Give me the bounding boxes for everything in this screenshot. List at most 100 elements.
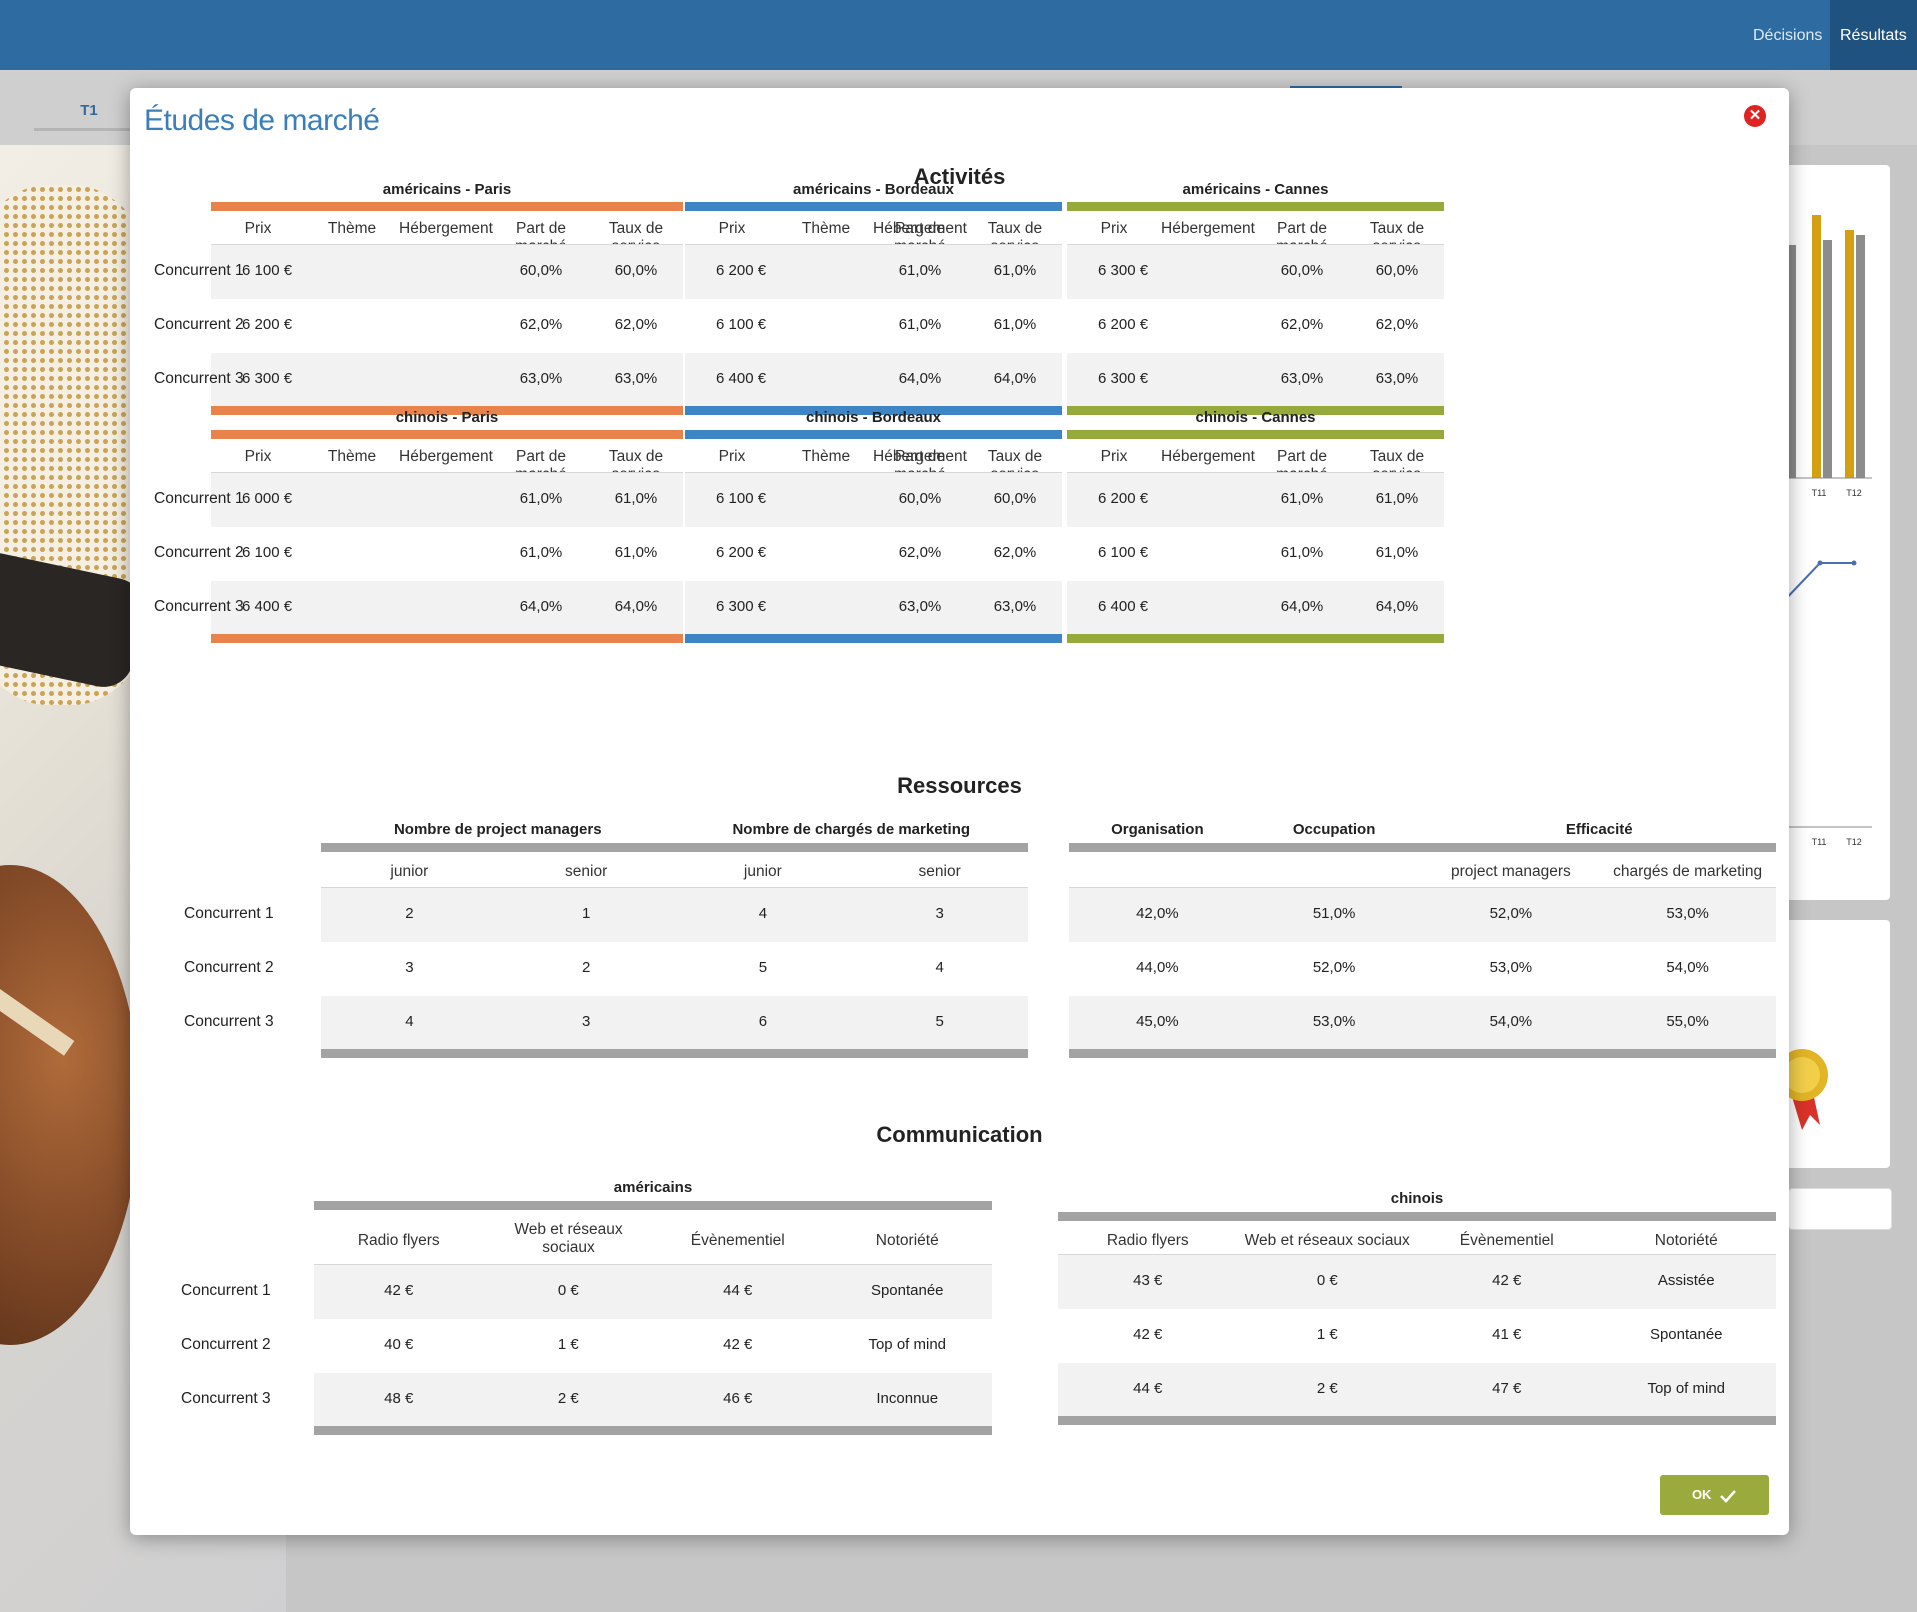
table-cell: 6 000 € <box>242 490 293 507</box>
table-cell: 3 <box>935 905 944 922</box>
table-grey-bar <box>1069 1049 1776 1058</box>
table-cell: 6 100 € <box>716 490 767 507</box>
table-row: 6 300 € 63,0% 63,0% <box>211 353 683 407</box>
table-title: américains - Bordeaux <box>793 181 954 198</box>
table-title: américains <box>613 1179 693 1196</box>
chart-tick-label: T11 <box>1812 488 1827 498</box>
header-divider <box>321 887 1028 888</box>
column-header: junior <box>390 863 429 880</box>
table-cell: 46 € <box>723 1390 753 1407</box>
table-cell: 6 300 € <box>1098 370 1149 387</box>
table-cell: Top of mind <box>1647 1380 1726 1397</box>
table-title: chinois - Paris <box>395 409 499 426</box>
header-divider <box>314 1264 992 1265</box>
table-cell: 3 <box>581 1013 591 1030</box>
column-header: senior <box>918 863 961 880</box>
table-cell: 5 <box>758 959 768 976</box>
table-title: américains - Cannes <box>1182 181 1329 198</box>
table-cell: 64,0% <box>898 370 942 387</box>
table-cell: 0 € <box>1316 1272 1338 1289</box>
table-row: 43 € 0 € 42 € Assistée <box>1058 1255 1776 1309</box>
table-cell: 64,0% <box>614 598 658 615</box>
performance-table: Organisation Occupation Efficacité project … <box>1069 821 1776 1061</box>
table-cell: 4 <box>935 959 944 976</box>
column-header: Radio flyers <box>1106 1232 1189 1249</box>
column-header: chargés de marketing <box>1613 863 1763 880</box>
column-header: Thème <box>801 220 851 237</box>
table-cell: 42 € <box>1492 1272 1522 1289</box>
group-title: Efficacité <box>1565 821 1633 838</box>
top-navbar: Décisions Résultats <box>0 0 1917 70</box>
table-cell: 51,0% <box>1312 905 1356 922</box>
row-label: Concurrent 1 <box>184 905 274 922</box>
table-cell: 42,0% <box>1136 905 1179 922</box>
table-color-bar <box>1067 634 1444 643</box>
table-grey-bar <box>321 843 1028 852</box>
table-row: 45,0% 53,0% 54,0% 55,0% <box>1069 996 1776 1050</box>
table-cell: 5 <box>935 1013 944 1030</box>
row-label: Concurrent 2 <box>154 544 244 561</box>
table-cell: Top of mind <box>868 1336 947 1353</box>
nav-results[interactable]: Résultats <box>1830 0 1917 70</box>
column-header: Hébergement <box>873 448 967 465</box>
table-cell: 62,0% <box>993 544 1037 561</box>
table-cell: 2 € <box>1316 1380 1338 1397</box>
table-row: 6 400 € 64,0% 64,0% <box>685 353 1062 407</box>
table-cell: 0 € <box>557 1282 579 1299</box>
table-cell: 54,0% <box>1666 959 1709 976</box>
table-grey-bar <box>321 1049 1028 1058</box>
table-cell: 62,0% <box>898 544 942 561</box>
table-cell: 1 € <box>1316 1326 1338 1343</box>
table-row: 6 200 € 61,0% 61,0% <box>1067 473 1444 527</box>
table-cell: 2 <box>405 905 414 922</box>
group-title: Nombre de project managers <box>393 821 602 838</box>
close-icon[interactable]: ✕ <box>1744 105 1766 127</box>
chart-tick-label: T11 <box>1812 837 1827 847</box>
table-cell: 6 400 € <box>1098 598 1149 615</box>
table-row: 6 100 € 60,0% 60,0% <box>211 245 683 299</box>
chart-tick-label: T12 <box>1846 488 1862 498</box>
row-label: Concurrent 1 <box>154 490 244 507</box>
column-header: Prix <box>718 220 746 237</box>
table-cell: 60,0% <box>1375 262 1419 279</box>
table-cell: 44,0% <box>1136 959 1179 976</box>
table-color-bar <box>211 406 683 415</box>
table-row: 6 300 € 60,0% 60,0% <box>1067 245 1444 299</box>
staff-table: Nombre de project managers Nombre de char… <box>321 821 1028 1061</box>
table-row: 6 300 € 63,0% 63,0% <box>1067 353 1444 407</box>
table-row: 42,0% 51,0% 52,0% 53,0% <box>1069 888 1776 942</box>
column-header: junior <box>743 863 782 880</box>
table-row: 2 1 4 3 <box>321 888 1028 942</box>
table-cell: 6 200 € <box>716 262 767 279</box>
group-title: Nombre de chargés de marketing <box>732 821 971 838</box>
table-cell: 6 <box>758 1013 768 1030</box>
table-color-bar <box>211 430 683 439</box>
column-header: Prix <box>244 448 272 465</box>
header-divider <box>1058 1254 1776 1255</box>
table-cell: Inconnue <box>876 1390 939 1407</box>
row-label: Concurrent 2 <box>154 316 244 333</box>
table-cell: Spontanée <box>870 1282 944 1299</box>
communication-table-chinois: chinois Radio flyers Web et réseaux sociau… <box>1058 1190 1776 1430</box>
row-label: Concurrent 2 <box>181 1336 271 1353</box>
tab-t1[interactable]: T1 <box>34 94 144 131</box>
row-label: Concurrent 1 <box>181 1282 271 1299</box>
nav-decisions[interactable]: Décisions <box>1753 27 1823 44</box>
group-title: Organisation <box>1111 821 1204 838</box>
table-cell: 6 400 € <box>242 598 293 615</box>
table-row: 6 100 € 61,0% 61,0% <box>1067 527 1444 581</box>
bag-image <box>0 865 140 1345</box>
table-cell: 61,0% <box>1375 490 1419 507</box>
group-title: Occupation <box>1292 821 1376 838</box>
ok-button[interactable]: OK <box>1660 1475 1769 1515</box>
chart-bar <box>1823 240 1832 478</box>
table-cell: 62,0% <box>614 316 658 333</box>
table-cell: 61,0% <box>614 490 658 507</box>
column-header: Hébergement <box>1161 220 1255 237</box>
table-cell: 61,0% <box>993 316 1037 333</box>
table-cell: 52,0% <box>1312 959 1356 976</box>
column-header: Thème <box>801 448 851 465</box>
table-cell: 52,0% <box>1489 905 1533 922</box>
table-color-bar <box>1067 202 1444 211</box>
table-cell: 61,0% <box>1280 490 1324 507</box>
